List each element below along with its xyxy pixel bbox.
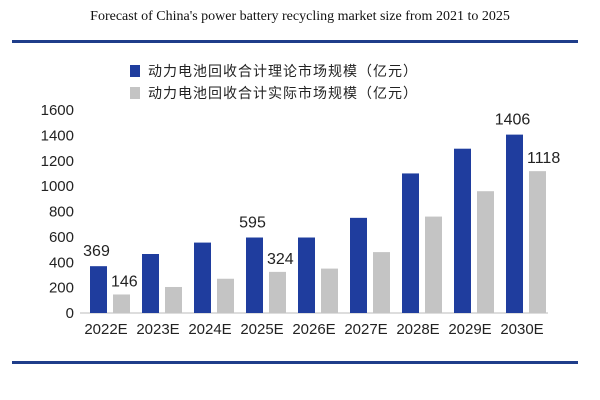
page-title: Forecast of China's power battery recycl…: [90, 9, 510, 24]
y-tick-label: 200: [49, 280, 74, 297]
bar-actual: [529, 171, 546, 313]
y-tick-label: 600: [49, 229, 74, 246]
data-label: 324: [267, 251, 294, 268]
y-tick-label: 1400: [41, 127, 74, 144]
y-tick-label: 1600: [41, 102, 74, 119]
y-tick-label: 400: [49, 254, 74, 271]
legend-label-actual: 动力电池回收合计实际市场规模（亿元）: [148, 86, 418, 102]
bar-actual: [425, 216, 442, 313]
bar-actual: [477, 191, 494, 313]
bar-actual: [269, 271, 286, 313]
data-label: 595: [239, 215, 266, 232]
bar-actual: [217, 278, 234, 313]
legend-swatch-theoretical: [130, 65, 140, 77]
data-label: 369: [83, 243, 110, 260]
y-tick-label: 1000: [41, 178, 74, 195]
bar-actual: [321, 268, 338, 313]
x-tick-label: 2028E: [396, 321, 439, 338]
data-label: 1118: [527, 150, 560, 167]
legend-label-theoretical: 动力电池回收合计理论市场规模（亿元）: [148, 64, 418, 80]
bottom-divider: [12, 361, 578, 364]
legend-swatch-actual: [130, 87, 140, 99]
x-tick-label: 2029E: [448, 321, 491, 338]
x-tick-label: 2022E: [84, 321, 127, 338]
x-tick-label: 2027E: [344, 321, 387, 338]
bar-theoretical: [454, 148, 471, 313]
legend-item-theoretical: 动力电池回收合计理论市场规模（亿元）: [130, 62, 418, 80]
data-label: 1406: [495, 112, 531, 129]
bar-actual: [165, 286, 182, 313]
bar-theoretical: [402, 173, 419, 313]
data-label: 146: [111, 273, 138, 290]
bar-theoretical: [506, 134, 523, 313]
x-tick-label: 2026E: [292, 321, 335, 338]
bar-theoretical: [298, 237, 315, 313]
chart-legend: 动力电池回收合计理论市场规模（亿元） 动力电池回收合计实际市场规模（亿元）: [130, 62, 418, 106]
x-tick-label: 2030E: [500, 321, 543, 338]
y-tick-label: 800: [49, 204, 74, 221]
bar-theoretical: [194, 242, 211, 313]
y-tick-label: 1200: [41, 153, 74, 170]
y-tick-label: 0: [66, 305, 74, 322]
bar-actual: [373, 252, 390, 313]
bar-theoretical: [90, 266, 107, 313]
top-divider: [12, 40, 578, 43]
x-tick-label: 2024E: [188, 321, 231, 338]
x-tick-label: 2023E: [136, 321, 179, 338]
bar-actual: [113, 294, 130, 313]
legend-item-actual: 动力电池回收合计实际市场规模（亿元）: [130, 84, 418, 102]
bar-theoretical: [246, 237, 263, 313]
bar-theoretical: [142, 254, 159, 313]
bar-theoretical: [350, 217, 367, 313]
x-tick-label: 2025E: [240, 321, 283, 338]
